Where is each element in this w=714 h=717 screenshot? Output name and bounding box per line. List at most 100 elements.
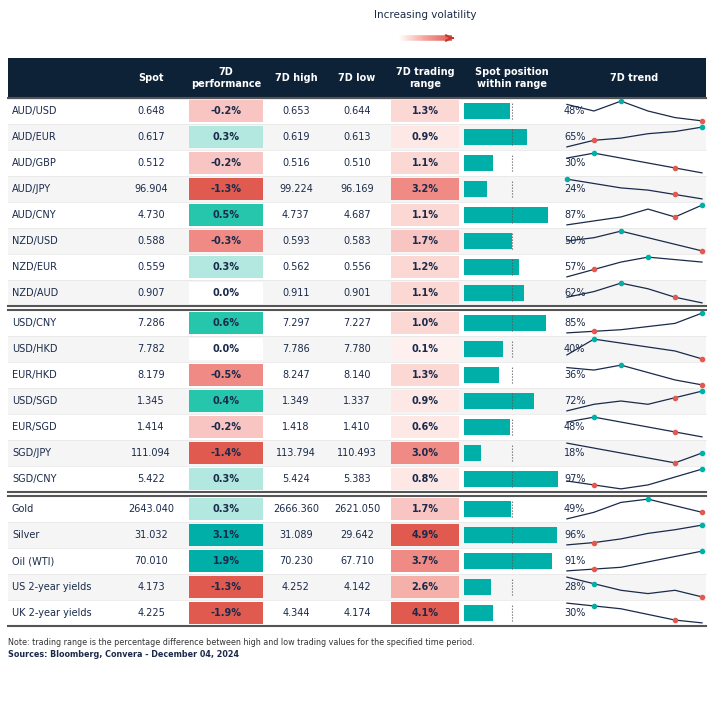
- Text: 0.6%: 0.6%: [213, 318, 240, 328]
- Text: AUD/USD: AUD/USD: [12, 106, 58, 116]
- Point: [669, 426, 680, 437]
- Bar: [391, 602, 458, 624]
- Text: Spot: Spot: [139, 73, 164, 83]
- Bar: [189, 152, 263, 174]
- Bar: [189, 364, 263, 386]
- Point: [696, 546, 708, 557]
- Bar: [391, 416, 458, 438]
- Text: 31.089: 31.089: [279, 530, 313, 540]
- Bar: [189, 524, 263, 546]
- Text: 0.3%: 0.3%: [213, 474, 240, 484]
- Text: 111.094: 111.094: [131, 448, 171, 458]
- Bar: [189, 576, 263, 598]
- Text: 1.345: 1.345: [137, 396, 165, 406]
- Bar: [391, 498, 458, 520]
- Bar: [8, 522, 706, 548]
- Bar: [8, 176, 706, 202]
- Text: Increasing volatility: Increasing volatility: [374, 10, 476, 20]
- Bar: [391, 364, 458, 386]
- Text: 28%: 28%: [564, 582, 585, 592]
- Text: 4.9%: 4.9%: [411, 530, 438, 540]
- Text: 0.5%: 0.5%: [213, 210, 240, 220]
- Text: -0.2%: -0.2%: [211, 422, 241, 432]
- Bar: [8, 336, 706, 362]
- Bar: [391, 338, 458, 360]
- Text: 4.225: 4.225: [137, 608, 165, 618]
- Text: 0.3%: 0.3%: [213, 262, 240, 272]
- Text: 0.9%: 0.9%: [411, 132, 438, 142]
- Bar: [8, 548, 706, 574]
- Text: 70.230: 70.230: [279, 556, 313, 566]
- Text: 1.9%: 1.9%: [213, 556, 240, 566]
- Text: 0.3%: 0.3%: [213, 504, 240, 514]
- Bar: [391, 282, 458, 304]
- Bar: [8, 574, 706, 600]
- Bar: [463, 501, 511, 517]
- Text: 1.1%: 1.1%: [411, 158, 438, 168]
- Point: [615, 95, 627, 107]
- Point: [669, 189, 680, 200]
- Bar: [8, 496, 706, 522]
- Text: 3.0%: 3.0%: [411, 448, 438, 458]
- Bar: [391, 576, 458, 598]
- Text: AUD/GBP: AUD/GBP: [12, 158, 57, 168]
- Point: [643, 493, 654, 505]
- Text: 0.617: 0.617: [137, 132, 165, 142]
- Text: 4.173: 4.173: [137, 582, 165, 592]
- Text: Sources: Bloomberg, Convera - December 04, 2024: Sources: Bloomberg, Convera - December 0…: [8, 650, 239, 659]
- Text: 31.032: 31.032: [134, 530, 168, 540]
- Point: [669, 457, 680, 469]
- Text: 0.1%: 0.1%: [411, 344, 438, 354]
- Point: [588, 264, 600, 275]
- Text: 1.418: 1.418: [282, 422, 310, 432]
- Bar: [463, 527, 557, 543]
- Text: 48%: 48%: [564, 106, 585, 116]
- Bar: [391, 550, 458, 572]
- Text: 0.510: 0.510: [343, 158, 371, 168]
- Text: 0.911: 0.911: [282, 288, 310, 298]
- Bar: [463, 181, 487, 197]
- Text: 7D trend: 7D trend: [610, 73, 658, 83]
- Text: 3.1%: 3.1%: [213, 530, 240, 540]
- Bar: [463, 445, 481, 461]
- Text: 3.7%: 3.7%: [411, 556, 438, 566]
- Text: 0.619: 0.619: [282, 132, 310, 142]
- Text: 70.010: 70.010: [134, 556, 168, 566]
- Text: 7D low: 7D low: [338, 73, 376, 83]
- Text: 0.6%: 0.6%: [411, 422, 438, 432]
- Text: 0.562: 0.562: [282, 262, 310, 272]
- Text: 0.516: 0.516: [282, 158, 310, 168]
- Text: 0.901: 0.901: [343, 288, 371, 298]
- Text: AUD/CNY: AUD/CNY: [12, 210, 56, 220]
- Text: 0.512: 0.512: [137, 158, 165, 168]
- Bar: [189, 390, 263, 412]
- Bar: [463, 155, 493, 171]
- Point: [561, 174, 573, 185]
- Text: 1.2%: 1.2%: [411, 262, 438, 272]
- Bar: [189, 468, 263, 490]
- Bar: [391, 390, 458, 412]
- Text: 0.613: 0.613: [343, 132, 371, 142]
- Text: 96.904: 96.904: [134, 184, 168, 194]
- Bar: [8, 254, 706, 280]
- Text: -1.4%: -1.4%: [211, 448, 241, 458]
- Text: 0.556: 0.556: [343, 262, 371, 272]
- Text: 1.0%: 1.0%: [411, 318, 438, 328]
- Text: 1.337: 1.337: [343, 396, 371, 406]
- Text: 1.7%: 1.7%: [411, 236, 438, 246]
- Text: 0.907: 0.907: [137, 288, 165, 298]
- Text: -1.3%: -1.3%: [211, 582, 241, 592]
- Text: 65%: 65%: [564, 132, 585, 142]
- Text: 1.414: 1.414: [137, 422, 165, 432]
- Text: SGD/CNY: SGD/CNY: [12, 474, 56, 484]
- Text: 0.653: 0.653: [282, 106, 310, 116]
- Text: 0.3%: 0.3%: [213, 132, 240, 142]
- Point: [669, 292, 680, 303]
- Text: 4.687: 4.687: [343, 210, 371, 220]
- Text: -0.2%: -0.2%: [211, 158, 241, 168]
- Bar: [8, 466, 706, 492]
- Point: [588, 333, 600, 345]
- Text: -0.2%: -0.2%: [211, 106, 241, 116]
- Bar: [8, 280, 706, 306]
- Bar: [8, 362, 706, 388]
